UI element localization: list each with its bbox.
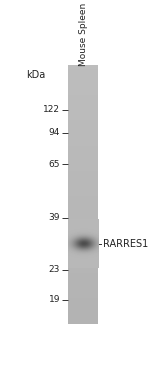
- Text: 19: 19: [48, 295, 60, 304]
- Text: 94: 94: [49, 128, 60, 137]
- Text: 39: 39: [48, 213, 60, 222]
- Text: RARRES1: RARRES1: [103, 239, 148, 249]
- Text: 122: 122: [43, 105, 60, 114]
- Text: 65: 65: [48, 160, 60, 169]
- Text: 23: 23: [49, 265, 60, 274]
- Text: Mouse Spleen: Mouse Spleen: [79, 3, 88, 67]
- Text: kDa: kDa: [26, 70, 45, 80]
